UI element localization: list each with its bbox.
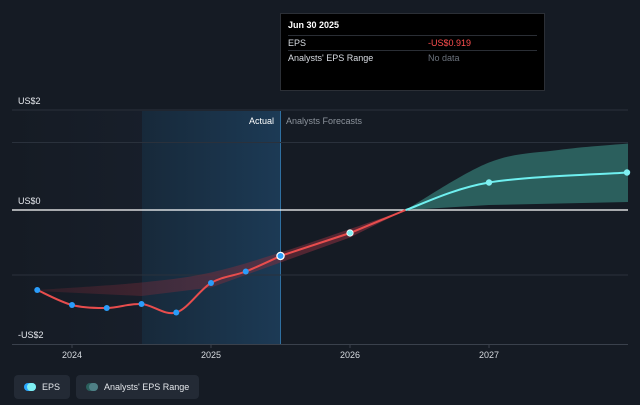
y-label-top: US$2 xyxy=(18,96,41,106)
tooltip-row-range: Analysts' EPS Range No data xyxy=(288,50,537,65)
eps-forecast-point xyxy=(346,229,354,237)
x-tick-label: 2027 xyxy=(479,350,499,360)
eps-actual-point xyxy=(34,287,41,293)
eps-forecast-point xyxy=(485,179,493,186)
eps-actual-point xyxy=(69,302,75,308)
tooltip-date: Jun 30 2025 xyxy=(288,20,340,30)
legend-eps-label: EPS xyxy=(42,382,61,392)
eps-actual-point xyxy=(208,280,214,286)
legend-item-range[interactable]: Analysts' EPS Range xyxy=(76,375,200,399)
x-tick-label: 2024 xyxy=(62,350,82,360)
forecast-section-label: Analysts Forecasts xyxy=(286,116,363,126)
tooltip-eps-value: -US$0.919 xyxy=(428,38,472,48)
eps-actual-point xyxy=(103,305,110,311)
tooltip-range-label: Analysts' EPS Range xyxy=(288,53,374,63)
x-tick-label: 2025 xyxy=(201,350,221,360)
hover-tooltip: Jun 30 2025 EPS -US$0.919 Analysts' EPS … xyxy=(280,13,545,91)
chart-legend: EPS Analysts' EPS Range xyxy=(14,375,200,399)
eps-actual-point xyxy=(276,251,285,261)
legend-item-eps[interactable]: EPS xyxy=(14,375,71,399)
x-tick-label: 2026 xyxy=(340,350,360,360)
grid-lines xyxy=(12,109,628,345)
tooltip-row-eps: EPS -US$0.919 xyxy=(288,35,537,50)
selected-period-highlight xyxy=(142,111,280,344)
tooltip-range-value: No data xyxy=(428,53,460,63)
tooltip-eps-label: EPS xyxy=(288,38,307,48)
eps-forecast-point xyxy=(623,169,631,176)
y-label-zero: US$0 xyxy=(18,196,41,206)
analyst-eps-range-band xyxy=(405,143,628,210)
eps-dot-icon xyxy=(24,383,36,391)
eps-actual-point xyxy=(173,309,180,316)
eps-actual-point xyxy=(242,268,249,275)
range-dot-icon xyxy=(86,383,99,391)
legend-range-label: Analysts' EPS Range xyxy=(104,382,190,392)
actual-section-label: Actual xyxy=(249,116,274,126)
y-label-bottom: -US$2 xyxy=(18,330,44,340)
eps-actual-point xyxy=(138,301,145,307)
